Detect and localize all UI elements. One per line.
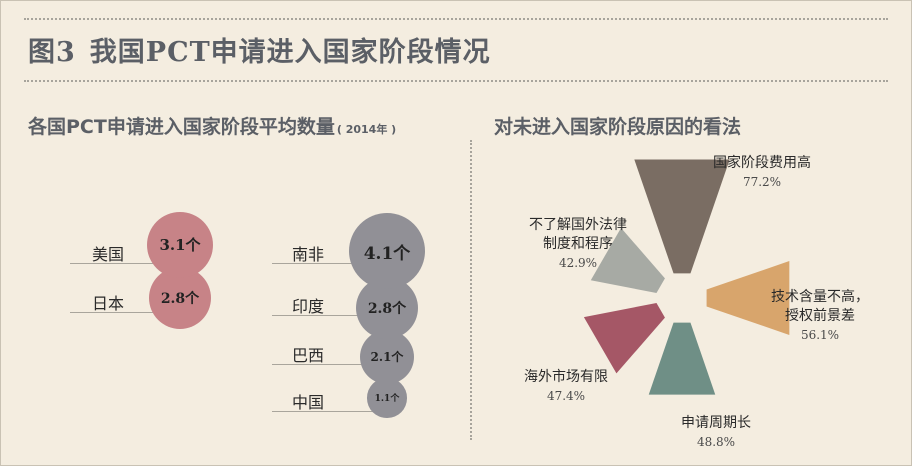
bubble-value-label-za: 4.1个 <box>363 243 411 264</box>
bubble-row-line-cn <box>272 411 387 412</box>
pie-wedge-cost <box>634 159 730 274</box>
bubble-row-line-jp <box>70 312 180 313</box>
panel-divider <box>470 140 472 440</box>
pie-label-cycle: 申请周期长 48.8% <box>681 414 751 452</box>
pie-label-law: 不了解国外法律 制度和程序 42.9% <box>529 216 627 273</box>
title-divider <box>24 80 888 82</box>
pie-value-label-tech: 56.1% <box>800 328 840 342</box>
bubble-value-label-us: 3.1个 <box>159 236 201 255</box>
pie-category-label-tech-line-1: 授权前景差 <box>785 308 855 324</box>
pie-wedge-tech <box>706 261 790 335</box>
bubble-category-label-br: 巴西 <box>292 346 325 365</box>
pie-category-label-cycle-line-0: 申请周期长 <box>681 415 751 431</box>
bubble-us: 3.1个 <box>146 211 214 279</box>
pie-label-tech: 技术含量不高， 授权前景差 56.1% <box>771 288 869 345</box>
bubble-row-line-us <box>70 263 180 264</box>
pie-wedge-cycle <box>648 322 716 395</box>
pie-wedge-market <box>583 302 665 374</box>
pie-value-label-cycle: 48.8% <box>696 435 736 449</box>
figure-number: 图3 <box>28 37 76 68</box>
pie-category-label-cost-line-0: 国家阶段费用高 <box>713 155 811 171</box>
bubble-category-label-jp: 日本 <box>92 294 125 313</box>
pie-category-label-law-line-0: 不了解国外法律 <box>529 217 627 233</box>
figure-title: 图3 我国PCT申请进入国家阶段情况 <box>28 30 491 69</box>
bubble-value-label-br: 2.1个 <box>370 350 404 365</box>
pie-category-label-tech-line-0: 技术含量不高， <box>771 289 869 305</box>
bubble-category-label-za: 南非 <box>292 245 325 264</box>
bubble-value-label-cn: 1.1个 <box>374 394 400 405</box>
left-panel-title-text: 各国PCT申请进入国家阶段平均数量 <box>28 116 335 138</box>
pie-category-label-law-line-1: 制度和程序 <box>543 236 613 252</box>
pie-value-label-law: 42.9% <box>558 256 598 270</box>
figure-title-text: 我国PCT申请进入国家阶段情况 <box>89 37 491 68</box>
pie-label-cost: 国家阶段费用高 77.2% <box>713 154 811 192</box>
bubble-row-line-br <box>272 364 387 365</box>
bubble-cn: 1.1个 <box>367 378 407 418</box>
left-panel-year-note: ( 2014年 ) <box>336 123 397 136</box>
pie-value-label-market: 47.4% <box>546 389 586 403</box>
right-panel-title: 对未进入国家阶段原因的看法 <box>494 116 742 138</box>
pie-wedge-law <box>590 227 665 294</box>
pie-category-label-market-line-0: 海外市场有限 <box>524 369 608 385</box>
bubble-value-label-in: 2.8个 <box>367 300 407 317</box>
bubble-row-line-za <box>272 263 387 264</box>
left-panel-title: 各国PCT申请进入国家阶段平均数量( 2014年 ) <box>28 112 396 139</box>
bubble-category-label-cn: 中国 <box>292 393 325 412</box>
bubble-za: 4.1个 <box>349 213 425 289</box>
bubble-category-label-in: 印度 <box>292 297 325 316</box>
bubble-row-line-in <box>272 315 387 316</box>
top-divider <box>24 18 888 20</box>
pie-label-market: 海外市场有限 47.4% <box>524 368 608 406</box>
bubble-category-label-us: 美国 <box>92 245 125 264</box>
pie-value-label-cost: 77.2% <box>742 175 782 189</box>
bubble-value-label-jp: 2.8个 <box>160 290 200 307</box>
